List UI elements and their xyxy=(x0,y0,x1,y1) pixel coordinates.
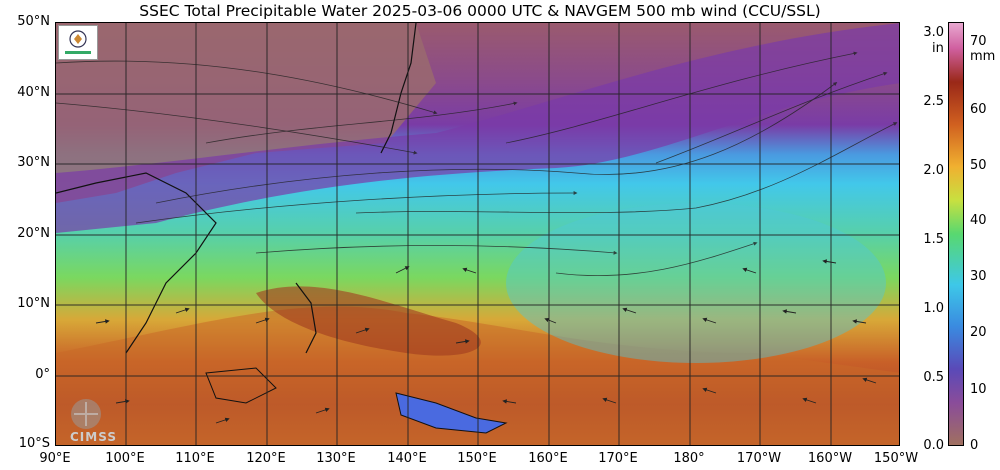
lon-label-170e: 170°E xyxy=(598,451,638,466)
colorbar-unit-in: in xyxy=(932,41,944,56)
lon-label-160w: 160°W xyxy=(807,451,853,466)
lat-label-20n: 20°N xyxy=(17,226,50,241)
colorbar-tick-in: 1.0 xyxy=(923,301,944,316)
colorbar-tick-mm: 50 xyxy=(970,158,987,173)
colorbar xyxy=(948,22,964,446)
lon-label-180: 180° xyxy=(673,451,705,466)
lon-label-140e: 140°E xyxy=(387,451,427,466)
colorbar-tick-in: 0.5 xyxy=(923,370,944,385)
lon-label-160e: 160°E xyxy=(528,451,568,466)
colorbar-tick-in: 2.0 xyxy=(923,163,944,178)
lon-label-120e: 120°E xyxy=(246,451,286,466)
colorbar-tick-in: 0.0 xyxy=(923,438,944,453)
lon-label-100e: 100°E xyxy=(105,451,145,466)
lat-label-10n: 10°N xyxy=(17,296,50,311)
colorbar-unit-mm: mm xyxy=(970,49,996,64)
lat-label-50n: 50°N xyxy=(17,14,50,29)
colorbar-tick-mm: 40 xyxy=(970,213,987,228)
map-image xyxy=(56,23,899,445)
lon-label-150e: 150°E xyxy=(457,451,497,466)
lat-label-40n: 40°N xyxy=(17,85,50,100)
colorbar-tick-mm: 10 xyxy=(970,382,987,397)
ssec-logo xyxy=(58,25,98,60)
lat-label-0: 0° xyxy=(35,367,50,382)
colorbar-tick-mm: 30 xyxy=(970,269,987,284)
lon-label-90e: 90°E xyxy=(39,451,71,466)
colorbar-tick-in: 2.5 xyxy=(923,94,944,109)
colorbar-tick-mm: 70 xyxy=(970,34,987,49)
lat-label-30n: 30°N xyxy=(17,155,50,170)
colorbar-tick-mm: 20 xyxy=(970,325,987,340)
colorbar-tick-mm: 60 xyxy=(970,102,987,117)
cimss-watermark-text: CIMSS xyxy=(70,430,117,444)
cimss-watermark-icon xyxy=(64,392,128,442)
colorbar-tick-in: 3.0 xyxy=(923,25,944,40)
colorbar-tick-mm: 0 xyxy=(970,438,979,453)
colorbar-tick-in: 1.5 xyxy=(923,232,944,247)
map-title: SSEC Total Precipitable Water 2025-03-06… xyxy=(139,2,821,20)
lat-label-10s: 10°S xyxy=(18,436,50,451)
lon-label-130e: 130°E xyxy=(316,451,356,466)
precipitable-water-map xyxy=(55,22,900,446)
lon-label-170w: 170°W xyxy=(736,451,782,466)
lon-label-150w: 150°W xyxy=(873,451,919,466)
lon-label-110e: 110°E xyxy=(175,451,215,466)
